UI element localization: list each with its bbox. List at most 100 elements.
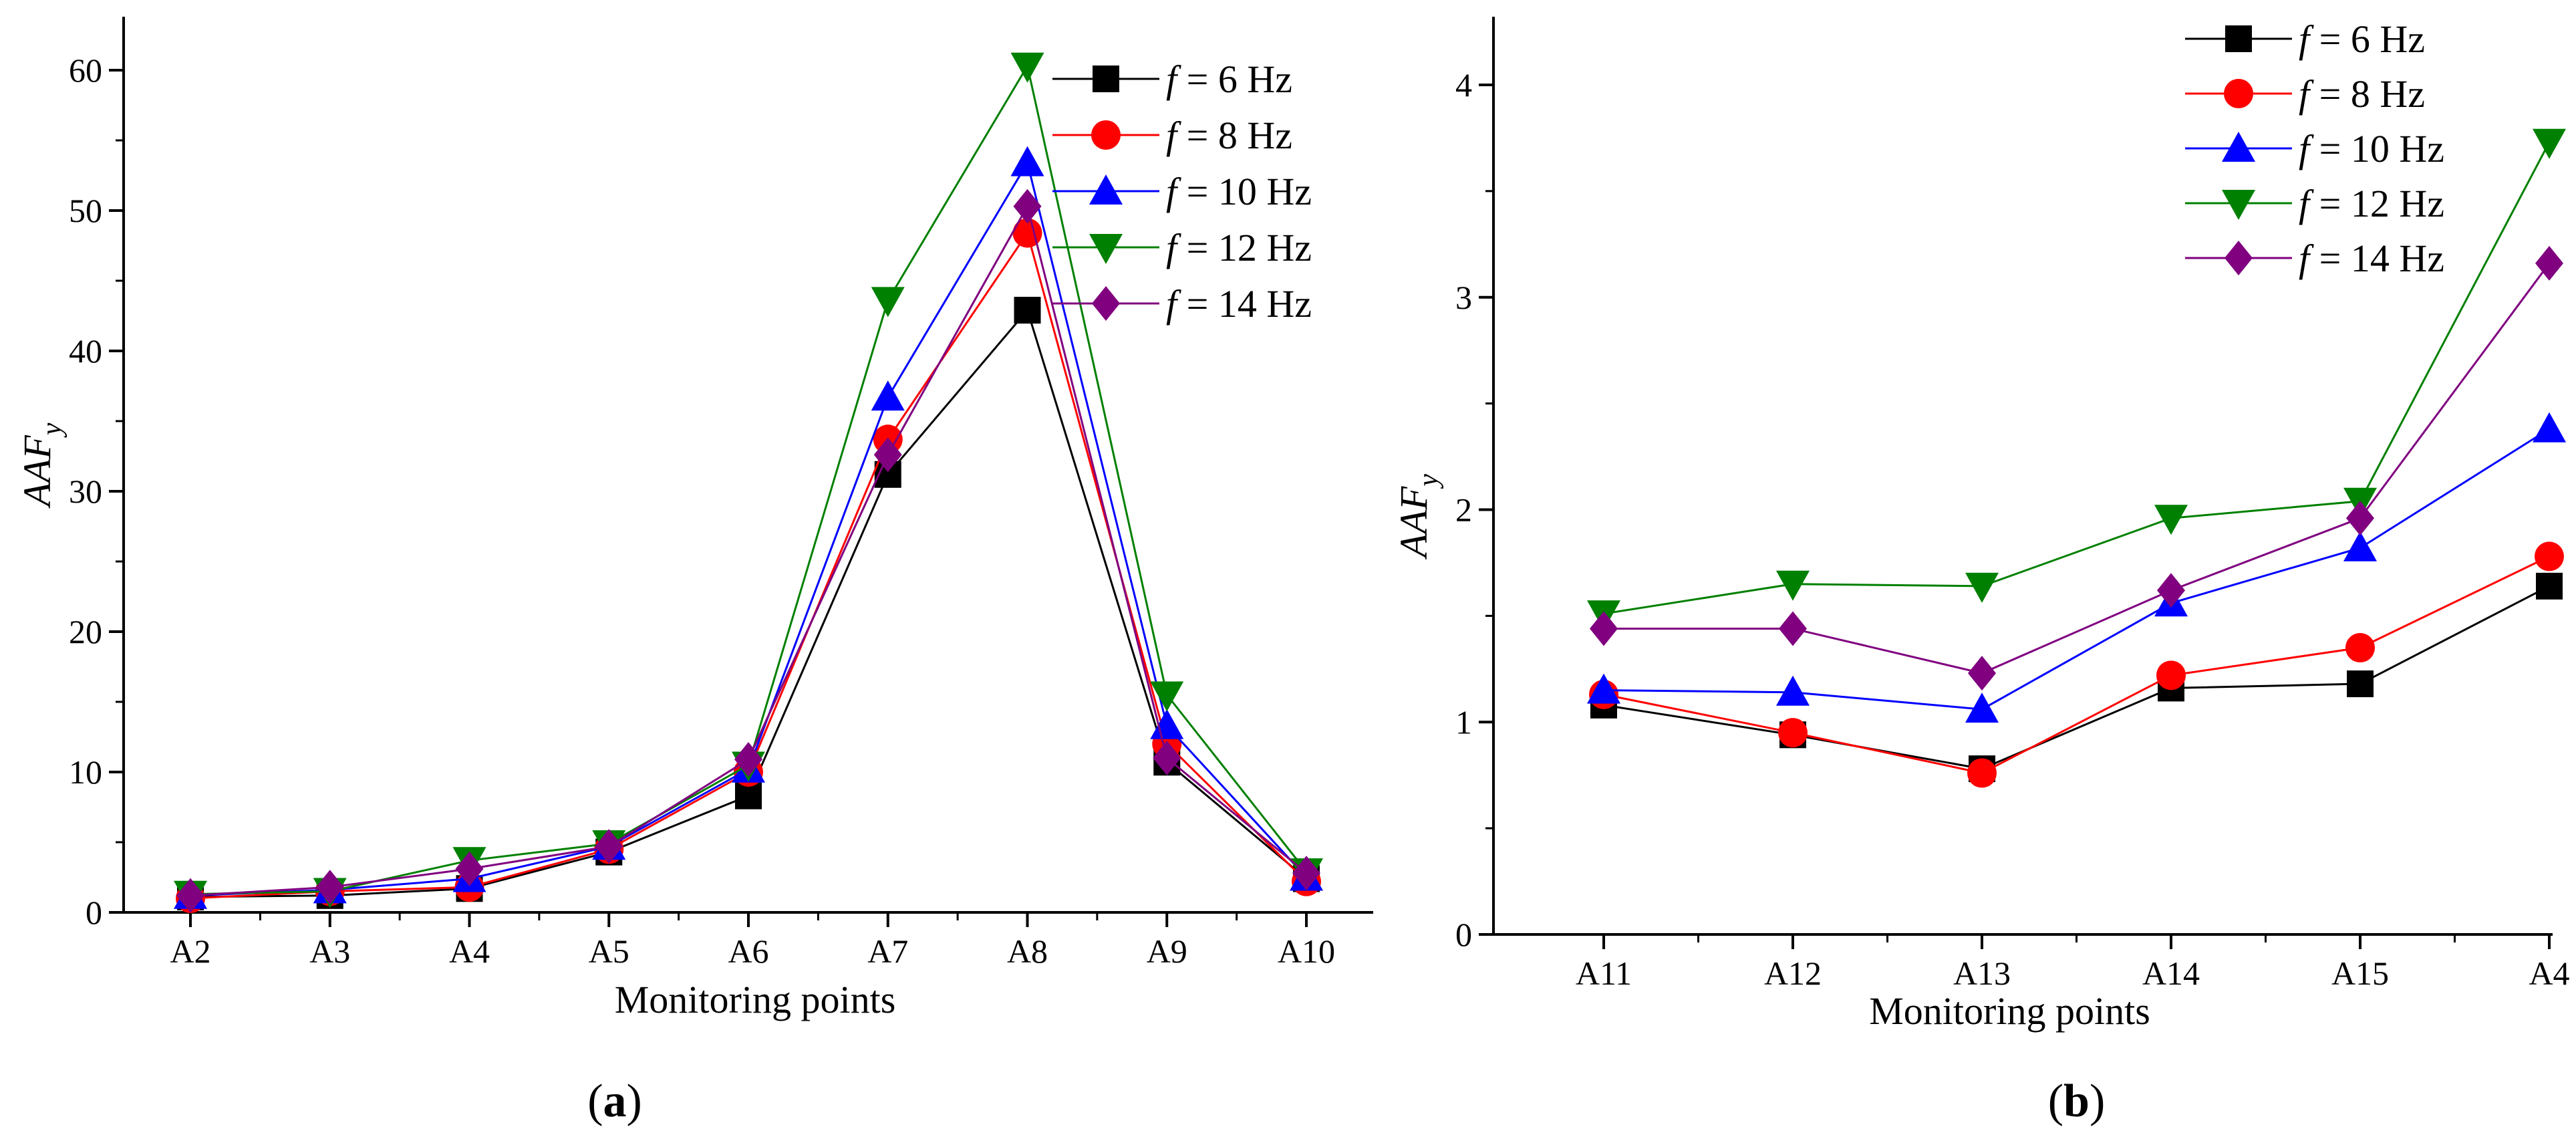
- y-axis-title-subscript: y: [37, 422, 67, 438]
- legend-entry: f = 8 Hz: [1166, 114, 1292, 157]
- legend-marker: [1093, 66, 1119, 92]
- data-point-8Hz-A13: [1967, 758, 1997, 788]
- x-tick-label: A13: [1953, 955, 2011, 992]
- x-tick-label: A9: [1147, 932, 1187, 970]
- data-point-14Hz-A4: [455, 851, 484, 886]
- series-line-6Hz: [1603, 585, 2550, 770]
- x-axis-title: Monitoring points: [615, 978, 896, 1021]
- x-tick-label: A2: [170, 932, 210, 970]
- data-point-14Hz-A7: [873, 437, 902, 473]
- y-tick-label: 30: [69, 473, 102, 510]
- y-tick-label: 40: [69, 332, 102, 370]
- series-line-8Hz: [1603, 555, 2550, 775]
- data-point-10Hz-A13: [1965, 692, 1999, 723]
- legend-marker: [1092, 286, 1120, 321]
- legend-frequency: = 14 Hz: [1177, 282, 1312, 326]
- data-point-14Hz-A2: [176, 878, 204, 913]
- data-point-12Hz-A4: [2533, 128, 2566, 159]
- x-tick-label: A6: [728, 932, 768, 970]
- data-point-14Hz-A8: [1013, 188, 1042, 224]
- legend-entry: f = 10 Hz: [1166, 170, 1312, 213]
- legend-entry: f = 6 Hz: [1166, 57, 1292, 101]
- panel-label-close: ): [627, 1075, 642, 1127]
- legend-frequency: = 10 Hz: [2309, 127, 2444, 170]
- data-point-14Hz-A10: [1292, 856, 1320, 891]
- y-axis-title-main: AAF: [1392, 486, 1435, 560]
- panel-label-b: (b): [2048, 1075, 2106, 1127]
- panel-label-close: ): [2090, 1075, 2105, 1127]
- y-tick-label: 3: [1455, 279, 1472, 316]
- data-point-8Hz-A15: [2345, 633, 2375, 663]
- legend-marker: [2225, 25, 2252, 52]
- panel-a-chart: 0 10 20 30 40 50 60 A2 A3 A4 A5 A6 A7 A8 A9 A10 Monitori…: [15, 17, 1373, 1127]
- y-axis-title: AAFy: [15, 422, 67, 509]
- legend-marker: [1089, 174, 1123, 205]
- data-point-8Hz-A14: [2156, 660, 2186, 690]
- y-tick-label: 0: [1455, 916, 1472, 953]
- data-point-14Hz-A14: [2157, 573, 2185, 608]
- legend-entry: f = 14 Hz: [1166, 282, 1312, 326]
- x-tick-label: A5: [589, 932, 629, 970]
- x-tick-label: A3: [309, 932, 350, 970]
- data-point-14Hz-A4: [2535, 245, 2563, 281]
- data-point-14Hz-A13: [1968, 656, 1996, 691]
- data-point-14Hz-A3: [315, 870, 344, 905]
- legend-marker: [2225, 241, 2253, 275]
- y-axis-title-main: AAF: [15, 435, 59, 509]
- data-point-12Hz-A7: [871, 287, 905, 317]
- data-point-8Hz-A8: [1012, 218, 1042, 248]
- legend-frequency: = 10 Hz: [1177, 170, 1312, 213]
- data-point-6Hz-A4: [2536, 572, 2563, 600]
- x-tick-label: A14: [2142, 955, 2200, 992]
- x-tick-label: A11: [1576, 955, 1632, 992]
- panel-label-letter: b: [2063, 1075, 2090, 1127]
- data-point-10Hz-A9: [1150, 709, 1184, 739]
- legend-marker: [1089, 234, 1123, 264]
- data-point-12Hz-A12: [1776, 570, 1810, 601]
- data-point-14Hz-A9: [1153, 741, 1181, 775]
- y-axis-title-subscript: y: [1413, 474, 1444, 489]
- panel-label-letter: a: [603, 1075, 627, 1127]
- panel-b-chart: 0 1 2 3 4 A11 A12 A13 A14 A15 A4 Monitoring points A…: [1392, 17, 2570, 1127]
- legend-entry: f = 8 Hz: [2299, 72, 2425, 116]
- y-tick-label: 2: [1455, 491, 1472, 529]
- legend-frequency: = 6 Hz: [2309, 17, 2425, 61]
- data-point-8Hz-A4: [2535, 541, 2564, 571]
- x-tick-label: A4: [449, 932, 490, 970]
- x-tick-label: A15: [2331, 955, 2389, 992]
- data-point-14Hz-A5: [595, 829, 623, 864]
- x-tick-label: A4: [2529, 955, 2569, 992]
- legend-frequency: = 6 Hz: [1177, 57, 1292, 101]
- legend-marker: [2222, 132, 2255, 162]
- data-point-10Hz-A8: [1010, 146, 1044, 176]
- legend-marker: [2222, 190, 2255, 220]
- legend-entry: f = 14 Hz: [2299, 237, 2444, 280]
- series-line-14Hz: [1604, 263, 2551, 674]
- data-point-6Hz-A8: [1014, 297, 1041, 324]
- data-point-10Hz-A15: [2343, 531, 2377, 561]
- legend-entry: f = 12 Hz: [1166, 226, 1312, 269]
- y-tick-label: 1: [1455, 703, 1472, 741]
- legend-entry: f = 10 Hz: [2299, 127, 2444, 170]
- data-point-6Hz-A6: [735, 782, 762, 809]
- y-tick-label: 0: [86, 894, 102, 931]
- y-tick-label: 50: [69, 192, 102, 229]
- data-point-8Hz-A12: [1778, 718, 1808, 748]
- data-point-12Hz-A14: [2154, 505, 2188, 535]
- data-point-12Hz-A8: [1010, 52, 1044, 83]
- legend-marker: [2224, 79, 2253, 108]
- data-point-10Hz-A11: [1587, 673, 1620, 704]
- panel-label-open: (: [2048, 1075, 2063, 1127]
- series-line-12Hz: [1603, 142, 2551, 615]
- data-point-12Hz-A13: [1965, 572, 1999, 603]
- data-point-12Hz-A9: [1150, 681, 1184, 712]
- y-tick-label: 20: [69, 613, 102, 650]
- y-tick-label: 10: [69, 753, 102, 791]
- data-point-10Hz-A7: [871, 380, 905, 411]
- data-point-14Hz-A15: [2346, 501, 2374, 536]
- legend-entry: f = 12 Hz: [2299, 182, 2444, 225]
- legend-frequency: = 12 Hz: [1177, 226, 1312, 269]
- legend-entry: f = 6 Hz: [2299, 17, 2425, 61]
- x-tick-label: A7: [867, 932, 908, 970]
- series-line-10Hz: [1603, 428, 2550, 711]
